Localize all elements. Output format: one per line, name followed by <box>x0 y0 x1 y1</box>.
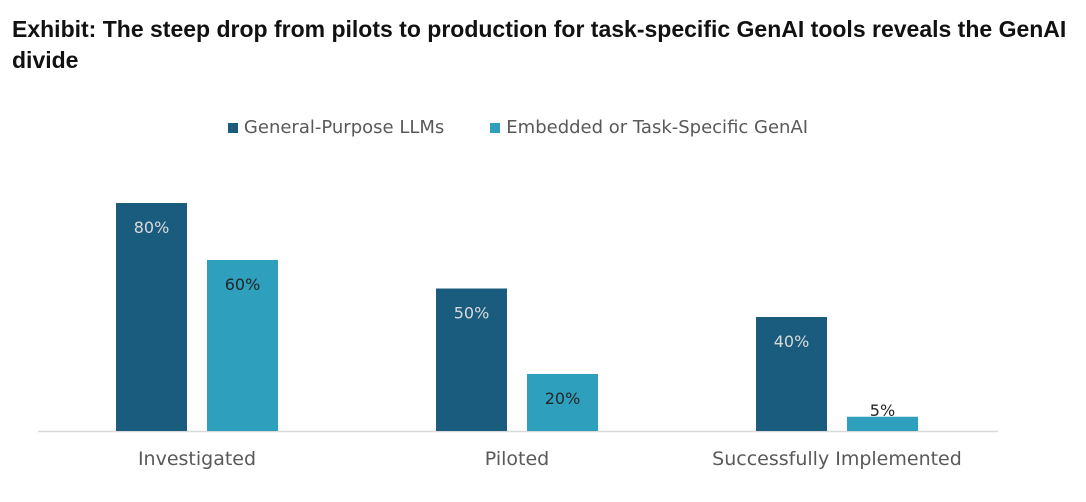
legend-label-general-purpose: General-Purpose LLMs <box>243 117 445 138</box>
bar-task-specific-piloted <box>527 374 598 431</box>
data-label-general-purpose-successfully-implemented: 40% <box>774 332 810 351</box>
data-label-general-purpose-investigated: 80% <box>134 218 170 237</box>
legend-swatch-general-purpose <box>227 122 238 133</box>
x-tick-label-successfully-implemented: Successfully Implemented <box>712 448 962 470</box>
legend-item-general-purpose: General-Purpose LLMs <box>227 117 445 138</box>
data-label-general-purpose-piloted: 50% <box>454 304 490 323</box>
bar-task-specific-successfully-implemented <box>847 416 918 431</box>
data-label-task-specific-piloted: 20% <box>545 389 581 408</box>
legend-label-task-specific: Embedded or Task-Specific GenAI <box>506 117 809 138</box>
chart-title: Exhibit: The steep drop from pilots to p… <box>12 16 1067 73</box>
data-label-task-specific-successfully-implemented: 5% <box>870 401 895 420</box>
x-tick-label-investigated: Investigated <box>138 448 256 470</box>
bar-general-purpose-investigated <box>116 203 187 431</box>
data-label-task-specific-investigated: 60% <box>225 275 261 294</box>
x-tick-label-piloted: Piloted <box>485 448 549 470</box>
chart-legend: General-Purpose LLMs Embedded or Task-Sp… <box>0 117 1036 138</box>
bar-general-purpose-successfully-implemented <box>756 317 827 431</box>
bar-general-purpose-piloted <box>436 288 507 431</box>
legend-item-task-specific: Embedded or Task-Specific GenAI <box>490 117 808 138</box>
legend-swatch-task-specific <box>490 122 501 133</box>
bar-task-specific-investigated <box>207 260 278 431</box>
